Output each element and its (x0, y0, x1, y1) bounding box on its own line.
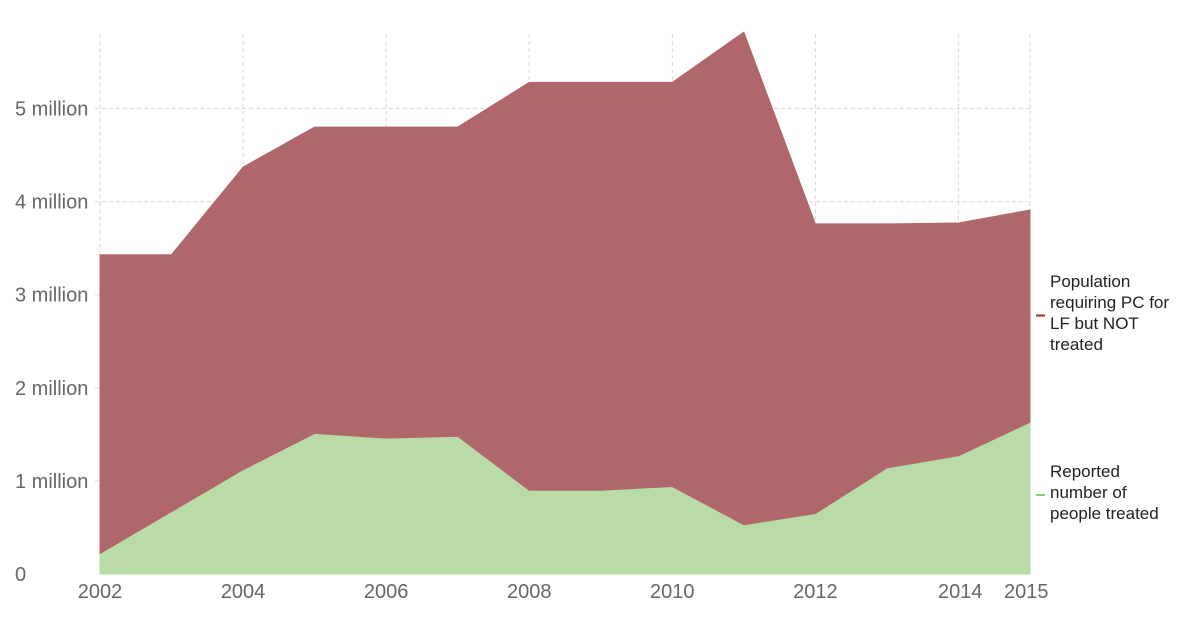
y-tick-label: 5 million (15, 98, 88, 120)
legend-item: Population requiring PC for LF but NOT trea… (1036, 272, 1169, 354)
legend-label-line: number of (1050, 483, 1127, 502)
area-series (99, 31, 1031, 575)
legend-swatch (1036, 494, 1045, 496)
legend-swatch (1036, 314, 1045, 317)
y-axis-tick-labels: 0 1 million 2 million 3 million 4 million 5 m… (15, 98, 88, 586)
y-tick-label: 0 (15, 564, 26, 586)
y-tick-label: 2 million (15, 378, 88, 400)
legend-label-line: people treated (1050, 504, 1159, 523)
y-tick-label: 1 million (15, 471, 88, 493)
x-tick-label: 2002 (78, 581, 123, 603)
legend-item: Reported number of people treated (1036, 462, 1159, 523)
legend-label-line: requiring PC for (1050, 293, 1169, 312)
x-tick-label: 2015 (1004, 581, 1049, 603)
area-series-2 (99, 31, 1031, 555)
x-tick-label: 2008 (507, 581, 552, 603)
x-tick-label: 2004 (221, 581, 266, 603)
x-tick-label: 2006 (364, 581, 409, 603)
y-tick-label: 3 million (15, 285, 88, 307)
legend-label-line: Population (1050, 272, 1130, 291)
x-tick-label: 2012 (793, 581, 838, 603)
legend: Population requiring PC for LF but NOT trea… (1036, 272, 1169, 523)
legend-label-line: LF but NOT (1050, 314, 1139, 333)
x-tick-label: 2010 (650, 581, 695, 603)
legend-label-line: Reported (1050, 462, 1120, 481)
legend-label-line: treated (1050, 335, 1103, 354)
x-axis-tick-labels: 2002 2004 2006 2008 2010 2012 2014 2015 (78, 581, 1049, 603)
y-tick-label: 4 million (15, 192, 88, 214)
x-tick-label: 2014 (938, 581, 983, 603)
